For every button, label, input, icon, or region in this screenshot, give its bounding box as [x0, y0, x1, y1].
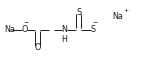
- Text: N: N: [62, 25, 68, 34]
- Text: H: H: [62, 35, 68, 44]
- Text: O: O: [22, 25, 28, 34]
- Text: Na: Na: [4, 25, 15, 34]
- Text: Na: Na: [113, 12, 123, 21]
- Text: −: −: [92, 19, 97, 24]
- Text: −: −: [24, 19, 29, 24]
- Text: +: +: [123, 8, 129, 13]
- Text: O: O: [35, 43, 41, 52]
- Text: S: S: [76, 8, 81, 17]
- Text: S: S: [91, 25, 96, 34]
